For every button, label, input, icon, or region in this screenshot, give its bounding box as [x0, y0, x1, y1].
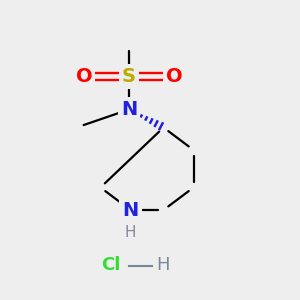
Text: S: S	[122, 67, 136, 86]
Text: O: O	[166, 67, 182, 86]
Text: Cl: Cl	[101, 256, 121, 274]
Text: N: N	[121, 100, 137, 119]
Text: H: H	[157, 256, 170, 274]
Text: H: H	[125, 225, 136, 240]
Text: O: O	[76, 67, 92, 86]
Text: N: N	[122, 200, 139, 220]
